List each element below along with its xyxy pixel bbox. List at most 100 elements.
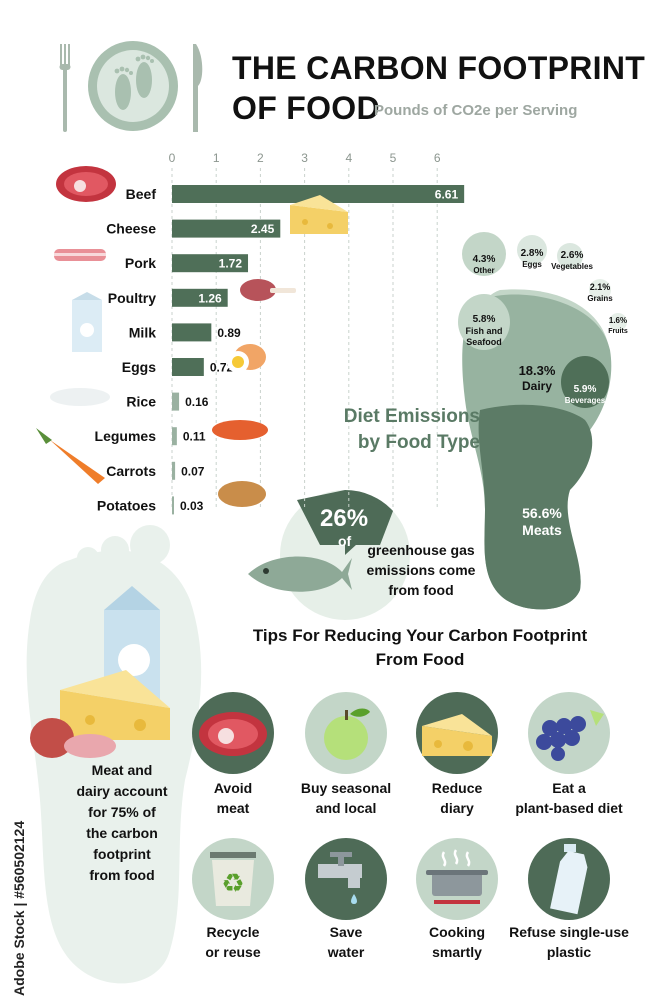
diet-slice-label: Dairy: [522, 379, 552, 393]
bar-category-label: Eggs: [122, 359, 156, 375]
plate-footprint-icon: [88, 41, 178, 131]
diet-footprint: [458, 232, 627, 610]
tip-label-8: Refuse single-use plastic: [509, 924, 629, 960]
cheese-wedge-icon: [60, 670, 170, 740]
fish-icon: [248, 556, 352, 592]
grapes-icon: [536, 710, 604, 761]
bar-category-label: Beef: [126, 186, 157, 202]
ghg-of: of: [338, 533, 352, 549]
bar: [172, 185, 465, 203]
knife-icon: [193, 44, 203, 132]
bar-value-labels: 6.612.451.721.260.890.720.160.110.070.03: [180, 188, 458, 513]
stock-watermark-id: Adobe Stock | #560502124: [11, 821, 27, 996]
tip-label-3: Reduce diary: [431, 780, 483, 816]
bar: [172, 427, 177, 446]
bar-value-label: 0.03: [180, 499, 204, 513]
ghg-percent: 26%: [320, 505, 369, 532]
side-note-line-6: from food: [89, 867, 155, 883]
bar-value-label: 0.11: [183, 430, 206, 444]
egg-icon: [227, 344, 266, 373]
bar-value-label: 6.61: [435, 188, 459, 202]
toe-vegetables: [557, 243, 583, 269]
ghg-text: greenhouse gas emissions come from food: [356, 540, 486, 600]
bar-tick-label: 3: [301, 151, 308, 165]
header-logo: [58, 40, 208, 140]
svg-text:♻: ♻: [221, 868, 244, 898]
toe-eggs: [517, 235, 547, 265]
diet-slice-label: Fish and: [465, 326, 502, 336]
steak-icon: [199, 712, 267, 756]
diet-slice-percent: 2.1%: [590, 282, 611, 292]
beef-icon: [56, 166, 116, 202]
diet-slice-percent: 2.8%: [521, 248, 544, 259]
bar-tick-labels: 0 1 2 3 4 5 6: [169, 151, 441, 165]
bar-category-label: Potatoes: [97, 497, 156, 513]
side-note-line-4: the carbon: [86, 825, 158, 841]
bar-tick-label: 6: [434, 151, 441, 165]
tips-title: Tips For Reducing Your Carbon Footprint …: [200, 624, 640, 672]
tip-label-2: Buy seasonal and local: [300, 780, 392, 816]
ghg-text-line-3: from food: [388, 582, 454, 598]
cheese-icon: [422, 714, 492, 756]
bar-tick-label: 1: [213, 151, 220, 165]
legumes-icon: [212, 420, 268, 440]
diet-slice-label: Beverages: [565, 396, 606, 405]
bar-category-label: Rice: [126, 394, 156, 410]
tip-label-5: Recycle or reuse: [205, 924, 261, 960]
bar: [172, 219, 281, 238]
rice-icon: [50, 388, 110, 406]
tips-title-line-2: From Food: [375, 650, 465, 669]
pork-icon: [54, 249, 106, 261]
faucet-icon: [318, 852, 362, 904]
ghg-text-line-1: greenhouse gas: [367, 542, 475, 558]
bar-category-label: Pork: [125, 255, 156, 271]
diet-slice-percent: 1.6%: [609, 316, 627, 325]
milk-icon: [72, 292, 102, 352]
bar: [172, 323, 212, 342]
tip-label-4: Eat a plant-based diet: [515, 780, 623, 816]
potato-icon: [218, 481, 266, 507]
diet-slice-label: Meats: [522, 522, 562, 538]
tip-label-6: Save water: [327, 924, 365, 960]
blob-fish: [458, 294, 510, 350]
bar: [172, 392, 180, 411]
bar-tick-label: 2: [257, 151, 264, 165]
diet-slice-percent: 56.6%: [522, 505, 562, 521]
ghg-text-line-2: emissions come: [366, 562, 476, 578]
title-line-2: OF FOOD: [232, 90, 380, 126]
bar-category-label: Legumes: [95, 428, 157, 444]
side-note-line-2: dairy account: [76, 783, 168, 799]
diet-slice-percent: 4.3%: [473, 254, 496, 265]
plastic-bottle-icon: [550, 844, 588, 915]
bar: [172, 358, 204, 376]
bar-value-label: 0.07: [181, 464, 205, 478]
side-note-line-1: Meat and: [91, 762, 153, 778]
bar-value-label: 2.45: [251, 222, 275, 236]
side-note: Meat and dairy account for 75% of the ca…: [52, 760, 192, 886]
bars: [172, 185, 465, 515]
page-title: THE CARBON FOOTPRINT OF FOOD: [232, 48, 645, 128]
food-icons: [36, 166, 348, 507]
bar-chart: 0 1 2 3 4 5 6 Beef Cheese Pork Poultry Milk Eggs Ric…: [95, 151, 465, 515]
diet-slice-label: Eggs: [522, 260, 542, 269]
apple-icon: [324, 708, 370, 760]
bar: [172, 496, 174, 515]
bar: [172, 461, 176, 480]
recycle-bin-icon: ♻: [210, 852, 256, 906]
bar-tick-label: 0: [169, 151, 176, 165]
blob-beverages: [561, 356, 609, 408]
diet-slice-label: Other: [473, 266, 494, 275]
tips-title-line-1: Tips For Reducing Your Carbon Footprint: [252, 626, 588, 645]
toe-grains: [589, 279, 611, 301]
tip-label-7: Cooking smartly: [429, 924, 485, 960]
cooking-pot-icon: [426, 849, 488, 904]
diet-title: Diet Emissions by Food Type: [330, 404, 480, 456]
tip-save-water: [305, 838, 387, 920]
bar-category-labels: Beef Cheese Pork Poultry Milk Eggs Rice Legumes…: [95, 186, 157, 513]
bar-tick-label: 5: [390, 151, 397, 165]
diet-title-line-1: Diet Emissions: [343, 406, 480, 427]
diet-slice-percent: 5.8%: [473, 314, 496, 325]
diet-slice-percent: 18.3%: [519, 363, 556, 378]
bar-category-label: Milk: [129, 324, 156, 340]
